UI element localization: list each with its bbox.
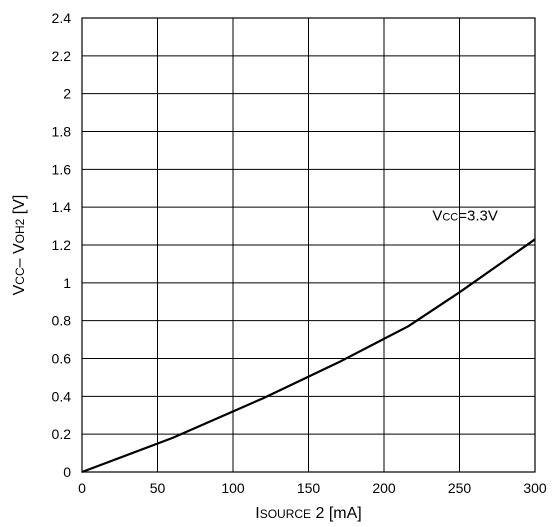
plot-frame [81,17,536,473]
grid-lines [81,17,536,473]
x-tick-label: 100 [221,480,245,496]
y-tick-label: 2 [63,86,71,102]
y-tick-label: 2.4 [52,10,72,26]
y-tick-label: 1.8 [52,124,72,140]
y-tick-label: 0.2 [52,426,72,442]
y-tick-label: 0.8 [52,313,72,329]
y-tick-label: 1.4 [52,199,72,215]
x-axis-title: ISOURCE 2 [mA] [255,505,361,522]
series-layer [81,238,536,474]
x-tick-label: 200 [372,480,396,496]
x-tick-label: 50 [150,480,166,496]
y-tick-label: 1.6 [52,161,72,177]
x-tick-label: 150 [297,480,321,496]
x-tick-label: 250 [448,480,472,496]
y-tick-label: 0 [63,464,71,480]
x-tick-label: 0 [78,480,86,496]
y-axis-title: VCC– VOH2 [V] [11,195,28,296]
tick-labels: 0 50 100 150 200 250 300 0 0.2 0.4 0.6 0.8 1 1.2 1.4 1.… [52,10,547,496]
y-tick-label: 2.2 [52,48,72,64]
y-tick-label: 0.4 [52,388,72,404]
y-tick-label: 1.2 [52,237,72,253]
y-tick-label: 0.6 [52,351,72,367]
x-tick-label: 300 [523,480,547,496]
series-line [81,238,536,474]
y-tick-label: 1 [63,275,71,291]
series-annotation: VCC=3.3V [432,207,498,224]
